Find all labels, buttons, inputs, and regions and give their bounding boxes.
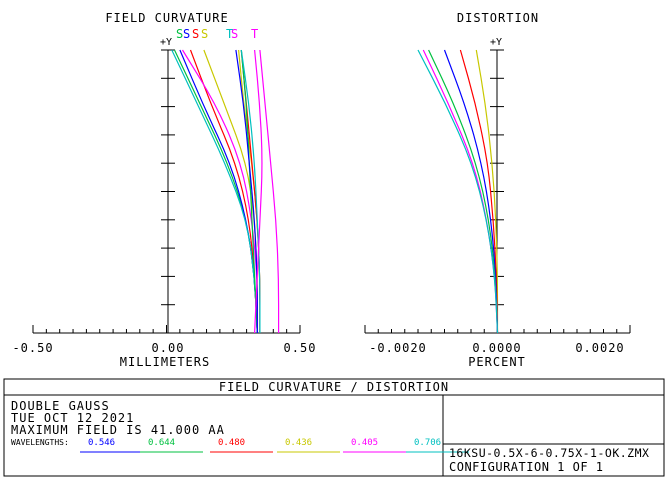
wavelength-value: 0.436 xyxy=(285,438,312,448)
title-block-frame xyxy=(3,378,665,477)
footer-title: FIELD CURVATURE / DISTORTION xyxy=(219,380,449,394)
lens-file-name: 16KSU-0.5X-6-0.75X-1-OK.ZMX xyxy=(449,446,649,460)
curve-marker-label: S xyxy=(192,27,199,41)
field-curvature-tick-right: 0.50 xyxy=(284,341,317,355)
wavelength-value: 0.546 xyxy=(88,438,115,448)
distortion-x-axis-label: PERCENT xyxy=(468,355,526,369)
curve-markers: S S S S TS T xyxy=(176,27,258,41)
distortion-series-5 xyxy=(417,49,499,334)
distortion-tick-left: -0.0020 xyxy=(369,341,427,355)
curve-marker-label: T xyxy=(226,27,233,41)
wavelength-list: 0.546 0.644 0.480 0.436 0.405 0.706 xyxy=(80,438,469,453)
field-curvature-series-9 xyxy=(235,49,258,333)
lens-name: DOUBLE GAUSS xyxy=(11,399,110,413)
maximum-field: MAXIMUM FIELD IS 41.000 AA xyxy=(11,423,225,437)
configuration-label: CONFIGURATION 1 OF 1 xyxy=(449,460,604,474)
wavelength-value: 0.706 xyxy=(414,438,441,448)
curve-marker-label: S xyxy=(176,27,183,41)
curve-marker-label: S xyxy=(201,27,208,41)
field-curvature-tick-left: -0.50 xyxy=(12,341,53,355)
field-curvature-series-12 xyxy=(259,49,280,333)
distortion-series-3 xyxy=(428,49,499,334)
analysis-date: TUE OCT 12 2021 xyxy=(11,411,134,425)
wavelengths-label: WAVELENGTHS: xyxy=(11,438,69,447)
distortion-tick-right: 0.0020 xyxy=(575,341,624,355)
curve-marker-label: S xyxy=(183,27,190,41)
title-block: FIELD CURVATURE / DISTORTION DOUBLE GAUS… xyxy=(3,378,665,477)
field-curvature-curves xyxy=(171,49,280,334)
field-curvature-series-11 xyxy=(254,49,263,334)
distortion-series-2 xyxy=(443,49,499,334)
field-curvature-tick-center: 0.00 xyxy=(152,341,185,355)
distortion-y-axis-label: +Y xyxy=(490,37,502,48)
distortion-panel: DISTORTION +Y -0.0020 0.0000 0.0020 PERC… xyxy=(364,11,631,369)
distortion-tick-center: 0.0000 xyxy=(472,341,521,355)
field-curvature-y-axis-label: +Y xyxy=(160,37,172,48)
field-curvature-series-10 xyxy=(240,49,261,333)
curve-marker-label: T xyxy=(251,27,258,41)
wavelength-value: 0.405 xyxy=(351,438,378,448)
field-curvature-x-axis-label: MILLIMETERS xyxy=(120,355,210,369)
field-curvature-panel: FIELD CURVATURE S S S S TS T +Y -0.50 0.00 0.… xyxy=(12,11,317,369)
distortion-curves xyxy=(417,49,499,334)
field-curvature-axes xyxy=(32,49,301,334)
field-curvature-title: FIELD CURVATURE xyxy=(105,11,228,25)
field-curvature-series-5 xyxy=(171,49,258,334)
curve-marker-label: S xyxy=(231,27,238,41)
wavelength-value: 0.480 xyxy=(218,438,245,448)
wavelength-value: 0.644 xyxy=(148,438,175,448)
field-curvature-series-0 xyxy=(203,49,258,333)
distortion-title: DISTORTION xyxy=(457,11,539,25)
